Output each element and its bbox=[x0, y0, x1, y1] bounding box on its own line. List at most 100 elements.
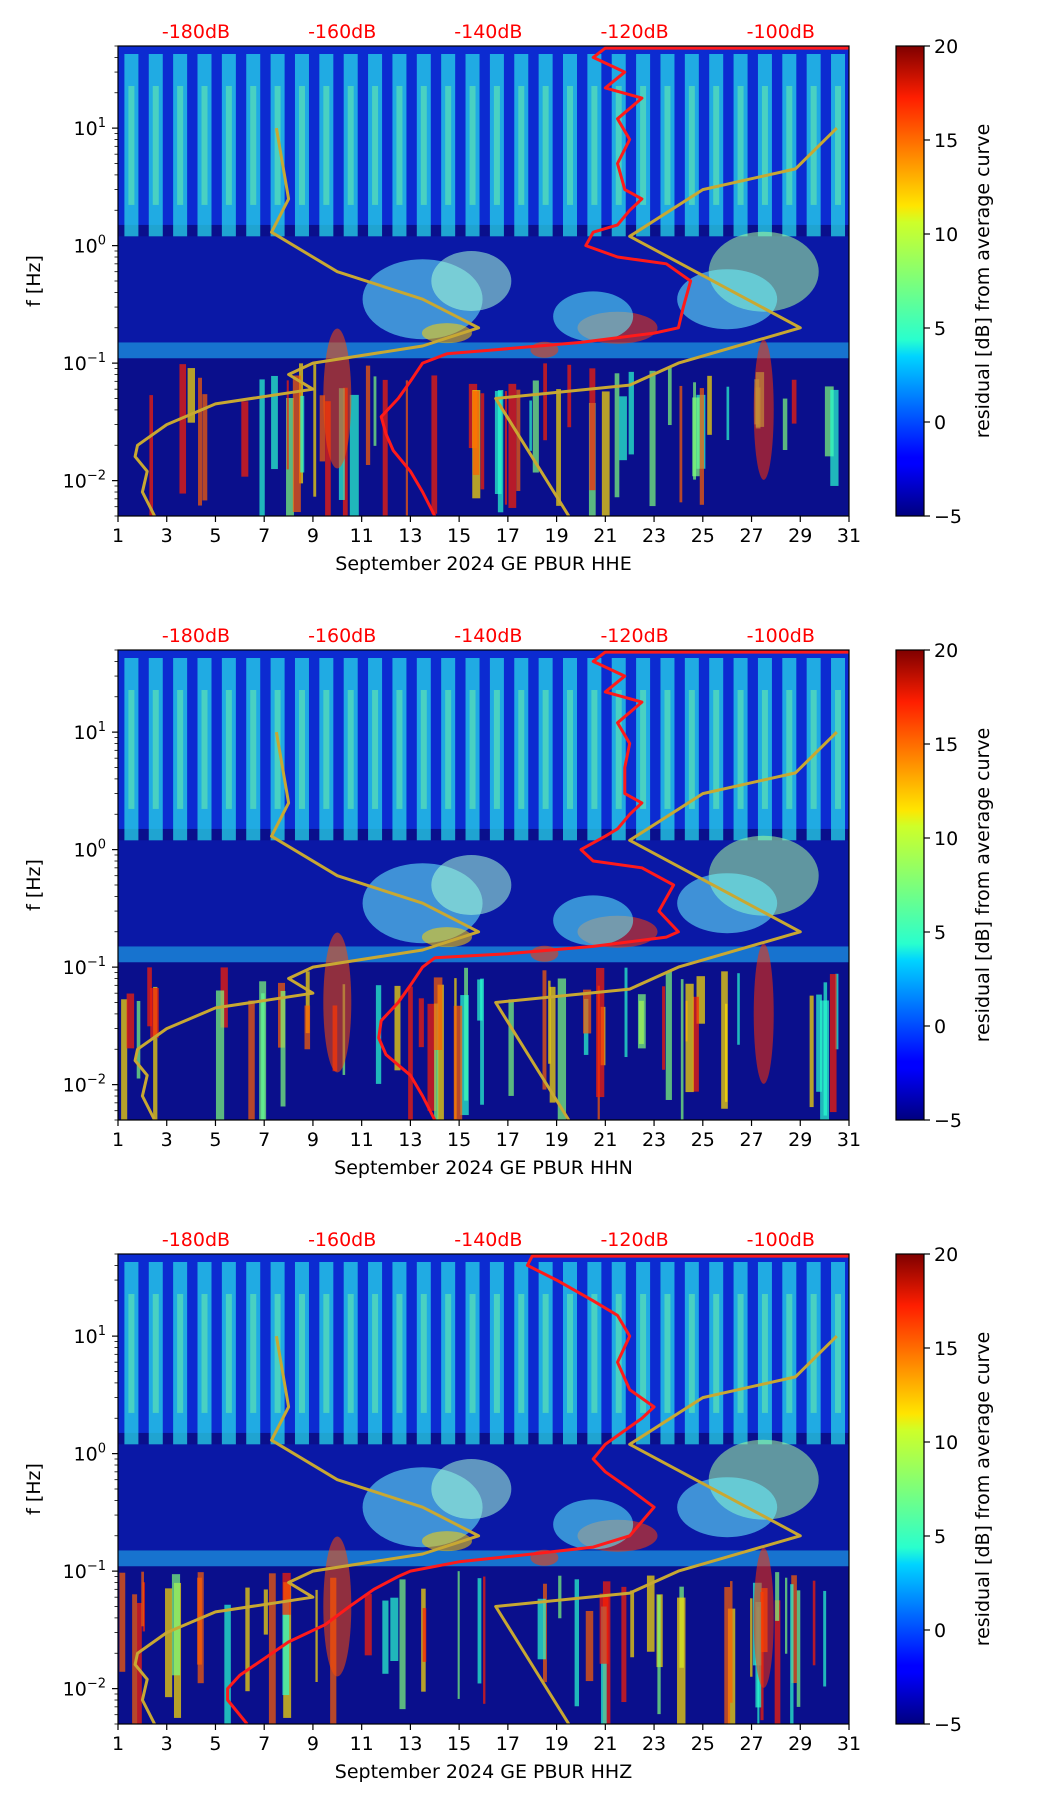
model-curve-low bbox=[133, 731, 481, 1120]
burst-line bbox=[408, 986, 413, 1120]
heatmap-area bbox=[118, 1254, 849, 1724]
day-stripe-core bbox=[615, 86, 622, 205]
x-tick-label: 9 bbox=[307, 1129, 319, 1151]
day-stripe-core bbox=[250, 86, 257, 205]
day-stripe bbox=[197, 54, 212, 237]
burst-line bbox=[721, 971, 728, 1109]
db-scale-label: -120dB bbox=[600, 1229, 668, 1251]
colorbar-tick-label: 20 bbox=[934, 640, 958, 662]
burst-line bbox=[737, 973, 740, 1045]
x-tick-label: 13 bbox=[398, 1129, 422, 1151]
day-stripe-core bbox=[761, 690, 768, 809]
day-stripe bbox=[148, 54, 163, 237]
colorbar-tick-label: −5 bbox=[934, 1110, 962, 1132]
day-stripe bbox=[197, 658, 212, 841]
x-tick-label: 3 bbox=[161, 1733, 173, 1755]
day-stripe bbox=[392, 54, 407, 237]
y-tick-label: 10−2 bbox=[63, 1677, 106, 1701]
burst-line bbox=[549, 986, 556, 1103]
x-tick-label: 1 bbox=[112, 525, 124, 547]
burst-line bbox=[662, 986, 666, 1070]
burst-line bbox=[349, 394, 359, 516]
day-stripe-core bbox=[347, 86, 354, 205]
average-psd-curve bbox=[377, 650, 849, 1120]
day-stripe bbox=[757, 1262, 772, 1445]
burst-line bbox=[259, 981, 267, 1120]
day-stripe bbox=[465, 658, 480, 841]
x-tick-label: 17 bbox=[496, 1129, 520, 1151]
burst-line bbox=[480, 978, 484, 1105]
day-stripe-core bbox=[347, 690, 354, 809]
day-stripe bbox=[221, 54, 236, 237]
burst-line bbox=[782, 398, 788, 451]
burst-line bbox=[477, 979, 483, 1021]
burst-line bbox=[483, 1576, 486, 1704]
day-stripe bbox=[368, 1262, 383, 1445]
x-tick-label: 11 bbox=[350, 1733, 374, 1755]
burst-line bbox=[477, 1578, 482, 1684]
x-tick-label: 19 bbox=[545, 525, 569, 547]
day-stripe bbox=[124, 658, 139, 841]
day-stripe bbox=[782, 658, 797, 841]
day-stripe bbox=[563, 658, 578, 841]
burst-line bbox=[750, 1598, 753, 1677]
day-stripe bbox=[294, 658, 309, 841]
day-stripe-core bbox=[177, 86, 184, 205]
day-stripe bbox=[441, 658, 456, 841]
day-stripe bbox=[319, 658, 334, 841]
day-stripe bbox=[709, 1262, 724, 1445]
x-tick-label: 27 bbox=[739, 525, 763, 547]
db-scale-label: -160dB bbox=[308, 625, 376, 647]
burst-line bbox=[153, 986, 158, 1120]
x-tick-label: 21 bbox=[593, 525, 617, 547]
day-stripe-core bbox=[396, 86, 403, 205]
day-stripe bbox=[368, 658, 383, 841]
burst-line bbox=[437, 984, 444, 1120]
day-stripe-core bbox=[591, 1294, 598, 1413]
burst-line bbox=[637, 994, 646, 1049]
day-stripe bbox=[173, 1262, 188, 1445]
colorbar-tick-label: 15 bbox=[934, 734, 958, 756]
x-tick-label: 21 bbox=[593, 1129, 617, 1151]
day-stripe-core bbox=[810, 1294, 817, 1413]
x-tick-label: 13 bbox=[398, 1733, 422, 1755]
day-stripe-core bbox=[372, 1294, 379, 1413]
burst-line bbox=[542, 970, 547, 1090]
day-stripe-core bbox=[201, 86, 208, 205]
day-stripe-core bbox=[420, 1294, 427, 1413]
day-stripe bbox=[733, 1262, 748, 1445]
storm-blob bbox=[677, 873, 778, 934]
x-axis-label: September 2024 GE PBUR HHE bbox=[335, 553, 631, 575]
burst-line bbox=[583, 989, 592, 1034]
day-stripe bbox=[416, 658, 431, 841]
x-tick-label: 23 bbox=[642, 1129, 666, 1151]
burst-line bbox=[224, 1604, 231, 1724]
x-tick-label: 11 bbox=[350, 525, 374, 547]
colorbar bbox=[895, 649, 925, 1121]
burst-line bbox=[601, 391, 610, 516]
burst-line bbox=[614, 373, 620, 498]
burst-line bbox=[774, 1600, 781, 1724]
db-scale-label: -120dB bbox=[600, 625, 668, 647]
burst-line bbox=[132, 1594, 138, 1724]
burst-line bbox=[292, 375, 301, 513]
day-stripe-core bbox=[420, 86, 427, 205]
day-stripe-core bbox=[177, 1294, 184, 1413]
x-tick-label: 3 bbox=[161, 525, 173, 547]
burst-line bbox=[730, 1581, 733, 1703]
burst-line bbox=[315, 1589, 318, 1683]
day-stripe-core bbox=[615, 1294, 622, 1413]
colorbar-tick-label: 5 bbox=[934, 922, 946, 944]
burst-line bbox=[126, 993, 135, 1049]
burst-line bbox=[382, 379, 388, 516]
x-tick-label: 31 bbox=[837, 525, 861, 547]
storm-blob bbox=[753, 339, 774, 480]
day-stripe bbox=[270, 1262, 285, 1445]
day-stripe-core bbox=[542, 86, 549, 205]
day-stripe bbox=[392, 658, 407, 841]
x-tick-label: 13 bbox=[398, 525, 422, 547]
day-stripe-core bbox=[664, 1294, 671, 1413]
colorbar-tick-label: 0 bbox=[934, 1016, 946, 1038]
day-stripe-core bbox=[493, 1294, 500, 1413]
day-stripe bbox=[489, 54, 504, 237]
